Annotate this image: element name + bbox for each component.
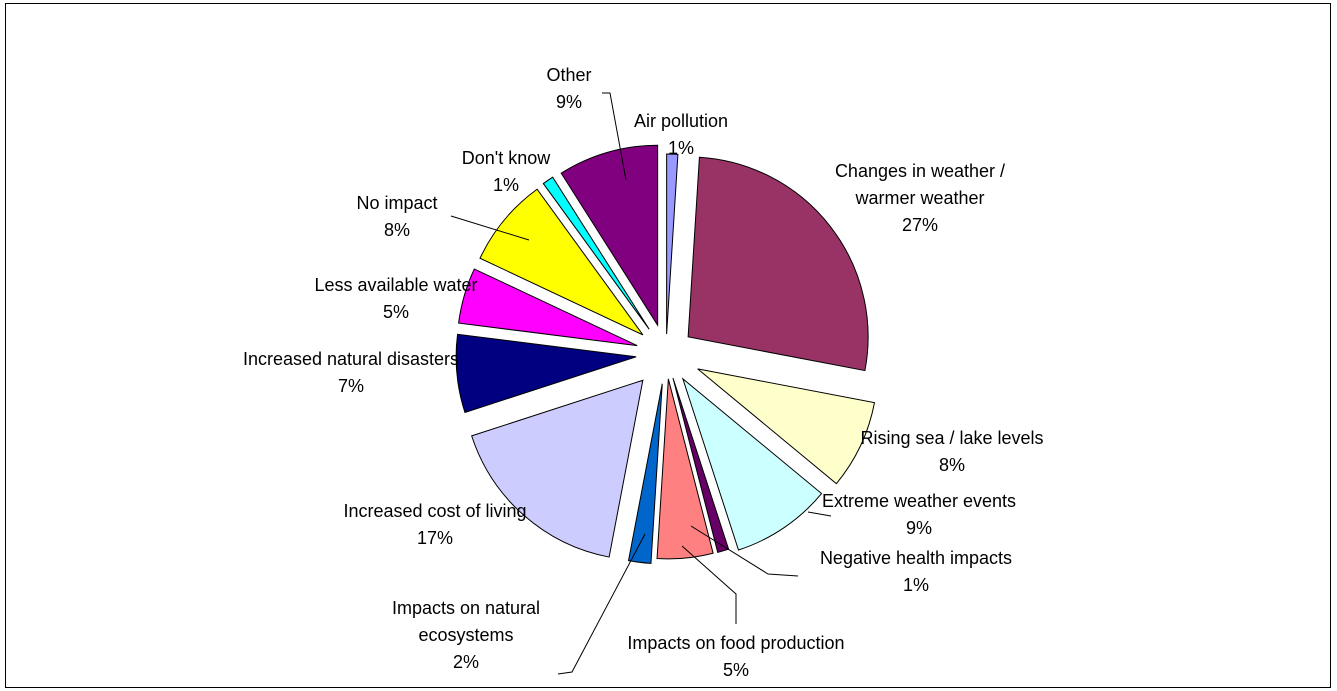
pie-slice [479, 188, 644, 336]
slice-percent: 9% [556, 92, 582, 112]
slice-name: Impacts on food production [627, 633, 844, 653]
slice-label: Other 9% [546, 65, 591, 112]
slice-percent: 1% [668, 138, 694, 158]
pie-slice [697, 368, 876, 485]
slice-name: Other [546, 65, 591, 85]
leader-line [602, 92, 627, 181]
slice-name: Less available water [314, 275, 477, 295]
slice-name: ecosystems [418, 625, 513, 645]
pie-slice [627, 383, 663, 564]
slice-label: Extreme weather events 9% [822, 491, 1016, 538]
slice-name: Negative health impacts [820, 548, 1012, 568]
slice-name: Impacts on natural [392, 598, 540, 618]
pie-slice [560, 144, 659, 327]
slice-percent: 8% [939, 455, 965, 475]
slice-label: Impacts on food production 5% [627, 633, 844, 680]
pie-slice [656, 378, 714, 560]
pie-slice [681, 377, 823, 551]
slice-percent: 5% [723, 660, 749, 680]
slice-name: Rising sea / lake levels [860, 428, 1043, 448]
slice-label: Increased cost of living 17% [343, 501, 526, 548]
slice-name: Extreme weather events [822, 491, 1016, 511]
slice-name: Air pollution [634, 111, 728, 131]
pie-slice [455, 333, 637, 414]
slice-percent: 5% [383, 302, 409, 322]
slice-percent: 1% [493, 175, 519, 195]
slice-label: Less available water 5% [314, 275, 477, 322]
pie-slice [687, 156, 869, 372]
slice-label: No impact 8% [356, 193, 437, 240]
slice-percent: 2% [453, 652, 479, 672]
leader-line [557, 533, 646, 675]
slice-name: warmer weather [854, 188, 984, 208]
slice-percent: 9% [906, 518, 932, 538]
slice-name: Increased natural disasters [243, 349, 459, 369]
pie-slice [471, 379, 644, 558]
slice-label: Changes in weather / warmer weather 27% [835, 161, 1005, 235]
slice-label: Impacts on natural ecosystems 2% [392, 598, 540, 672]
leader-line [681, 545, 737, 624]
slice-name: Don't know [462, 148, 551, 168]
chart-area: Air pollution 1% Changes in weather / warme… [5, 3, 1331, 688]
slice-label: Rising sea / lake levels 8% [860, 428, 1043, 475]
slice-percent: 7% [338, 376, 364, 396]
slice-percent: 17% [417, 528, 453, 548]
slice-label: Negative health impacts 1% [820, 548, 1012, 595]
slice-name: No impact [356, 193, 437, 213]
slice-name: Increased cost of living [343, 501, 526, 521]
pie-slice [458, 268, 638, 347]
leader-line [690, 525, 799, 577]
leader-line [807, 511, 832, 517]
slice-percent: 27% [902, 215, 938, 235]
slice-label: Air pollution 1% [634, 111, 728, 158]
slice-percent: 1% [903, 575, 929, 595]
slice-label: Increased natural disasters 7% [243, 349, 459, 396]
pie-chart: Air pollution 1% Changes in weather / warme… [243, 65, 1044, 680]
slice-name: Changes in weather / [835, 161, 1005, 181]
leader-line [450, 215, 530, 241]
pie-slice [542, 176, 650, 330]
slice-label: Don't know 1% [462, 148, 551, 195]
slice-percent: 8% [384, 220, 410, 240]
pie-slice [666, 153, 679, 335]
